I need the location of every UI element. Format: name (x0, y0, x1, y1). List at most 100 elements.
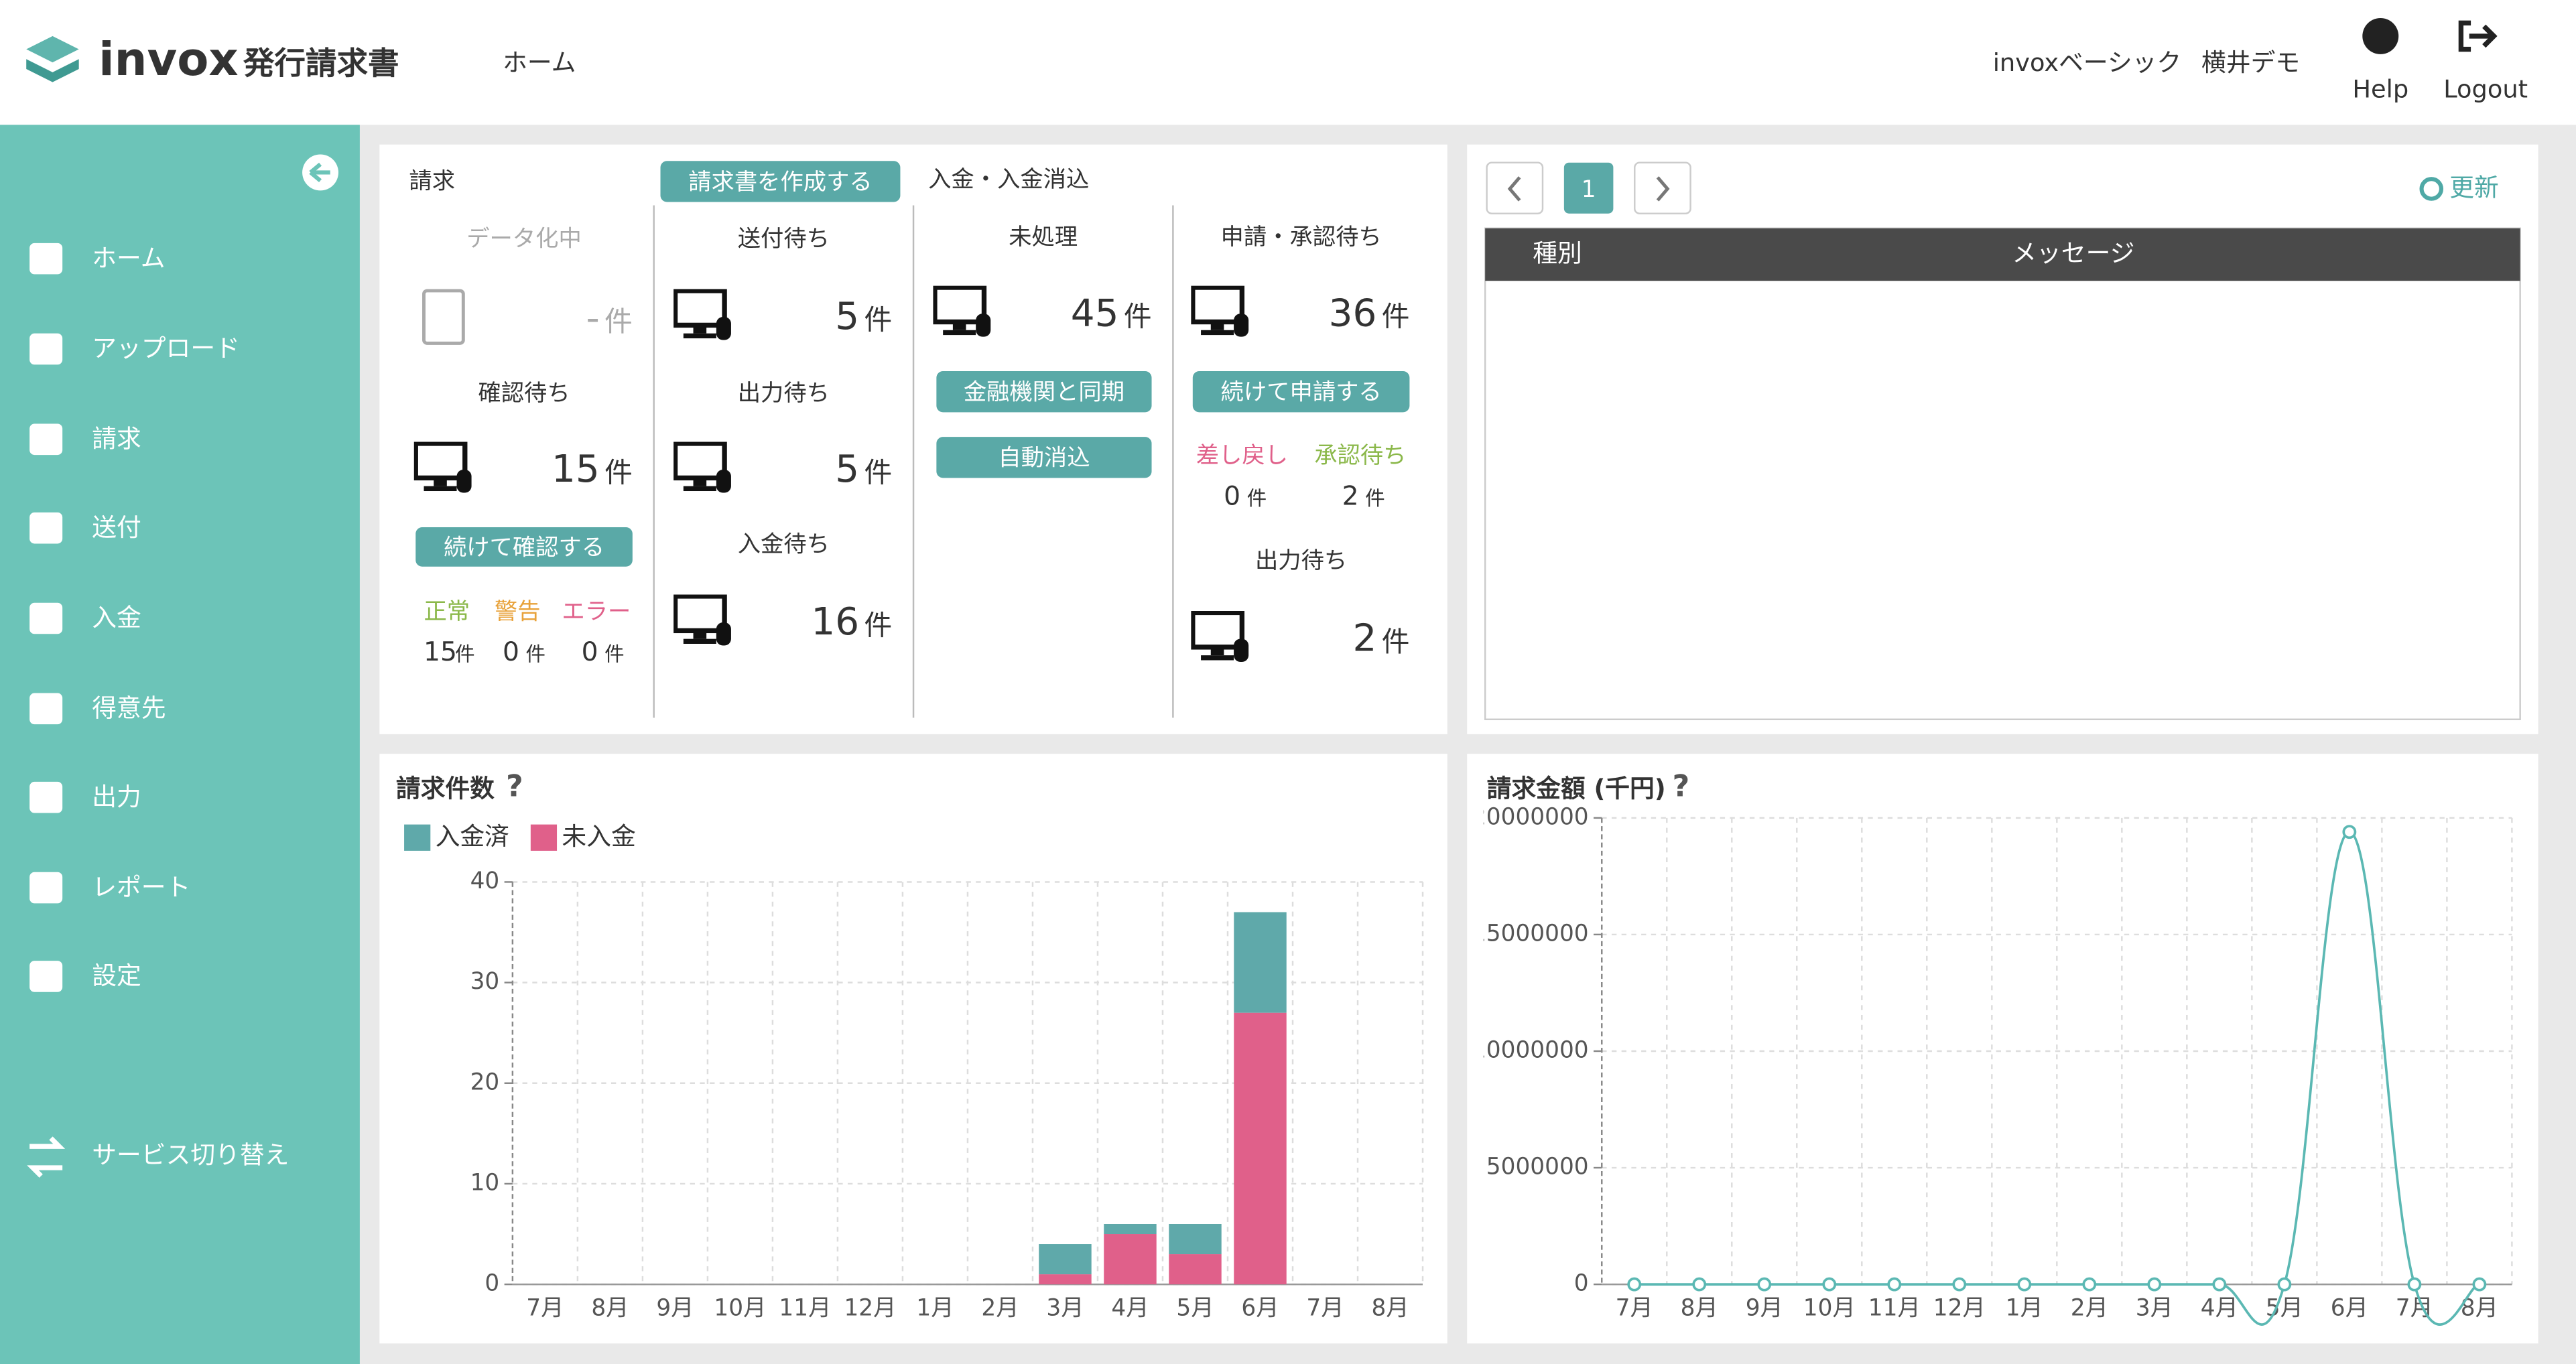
x-tick-label: 5月 (1176, 1294, 1214, 1321)
point (1887, 1277, 1902, 1292)
label: 出力待ち (738, 380, 830, 407)
x-tick-label: 10月 (714, 1294, 766, 1321)
x-tick-label: 4月 (2201, 1294, 2238, 1321)
user: 横井デモ (2201, 48, 2300, 77)
nav-item[interactable]: 得意先 (92, 694, 166, 723)
x-tick-label: 2月 (981, 1294, 1019, 1321)
label: 15 (424, 637, 457, 667)
y-tick-label: 0 (1574, 1270, 1589, 1297)
confirm-button-label[interactable]: 続けて確認する (444, 534, 604, 561)
page-number: 1 (1582, 176, 1596, 203)
nav-item[interactable]: サービス切り替え (92, 1140, 289, 1169)
count: 45 (1071, 291, 1119, 335)
nav-item[interactable]: ホーム (92, 244, 165, 273)
logo: invox (99, 33, 239, 86)
nav-icon (29, 781, 63, 813)
label: 正常 (424, 598, 470, 625)
x-tick-label: 7月 (526, 1294, 564, 1321)
amount-chart-panel (1467, 754, 2538, 1344)
nav-link[interactable]: ホーム (503, 48, 576, 77)
x-tick-label: 9月 (656, 1294, 694, 1321)
pager-current[interactable] (1563, 162, 1614, 214)
nav-item[interactable]: 請求 (92, 425, 141, 454)
sync-button-label[interactable]: 金融機関と同期 (964, 379, 1124, 406)
section-title: 入金・入金消込 (928, 166, 1089, 193)
create-button-label[interactable]: 請求書を作成する (688, 169, 873, 196)
point (1627, 1277, 1642, 1292)
point (2082, 1277, 2097, 1292)
label: 確認待ち (478, 380, 570, 407)
point (2472, 1277, 2487, 1292)
nav-item[interactable]: 設定 (92, 961, 141, 990)
bar-segment (1039, 1244, 1092, 1275)
count: 36 (1329, 291, 1377, 335)
y-tick-label: 20 (470, 1069, 500, 1095)
auto-button[interactable] (936, 437, 1152, 478)
nav-item[interactable]: 出力 (92, 782, 141, 811)
x-tick-label: 6月 (1241, 1294, 1279, 1321)
create-button[interactable] (660, 161, 901, 202)
section-title: 請求 (409, 168, 455, 195)
unit: 件 (525, 643, 545, 666)
unit: 件 (455, 643, 474, 666)
bar-segment (1169, 1254, 1222, 1285)
x-tick-label: 11月 (779, 1294, 831, 1321)
pager-button[interactable] (1486, 161, 1544, 214)
dividers (653, 205, 1174, 718)
x-tick-label: 8月 (591, 1294, 629, 1321)
help-icon[interactable] (2362, 17, 2399, 54)
legend-label: 入金済 (436, 822, 509, 851)
nav-item[interactable]: アップロード (92, 334, 240, 363)
message-table-header (1485, 228, 2520, 281)
count: 2 (1353, 617, 1377, 661)
pager-arrow (1656, 176, 1670, 202)
message-table (1484, 227, 2521, 720)
product-name: 発行請求書 (243, 46, 399, 82)
label: 警告 (495, 598, 541, 625)
x-tick-label: 12月 (844, 1294, 896, 1321)
refresh-link[interactable]: 更新 (2449, 173, 2499, 202)
nav-icon (29, 333, 63, 365)
point (1692, 1277, 1707, 1292)
x-tick-label: 7月 (1306, 1294, 1344, 1321)
collapse-arrow (309, 162, 330, 183)
x-tick-label: 12月 (1933, 1294, 1986, 1321)
point (2212, 1277, 2227, 1292)
point (2342, 825, 2357, 839)
apply-button-label[interactable]: 続けて申請する (1221, 379, 1382, 406)
unit: 件 (604, 305, 633, 338)
label: 出力待ち (1255, 547, 1347, 574)
logout-link[interactable]: Logout (2443, 74, 2528, 103)
point (2407, 1277, 2422, 1292)
nav-item[interactable]: 入金 (92, 604, 141, 632)
point (1757, 1277, 1772, 1292)
column-header: 種別 (1533, 238, 1582, 267)
bar-segment (1104, 1234, 1157, 1285)
confirm-button[interactable] (415, 527, 633, 567)
nav-item[interactable]: 送付 (92, 513, 141, 542)
nav-icon (29, 243, 63, 275)
help-mark[interactable]: ? (506, 770, 523, 804)
point (2017, 1277, 2032, 1292)
sync-button[interactable] (936, 371, 1152, 413)
column-header: メッセージ (2012, 238, 2134, 267)
x-tick-label: 9月 (1746, 1294, 1783, 1321)
count: 16 (811, 600, 859, 644)
label: データ化中 (466, 225, 582, 252)
apply-button[interactable] (1192, 371, 1410, 413)
y-tick-label: 20000000 (1472, 803, 1589, 830)
y-tick-label: 40 (470, 868, 500, 894)
logout-icon[interactable] (2458, 20, 2498, 52)
point (1952, 1277, 1967, 1292)
pager-button[interactable] (1634, 161, 1691, 214)
help-link[interactable]: Help (2352, 74, 2408, 103)
nav-item[interactable]: レポート (92, 873, 190, 902)
x-tick-label: 8月 (1371, 1294, 1409, 1321)
auto-button-label[interactable]: 自動消込 (998, 445, 1090, 472)
pager-arrow (1507, 176, 1521, 202)
x-tick-label: 1月 (2006, 1294, 2043, 1321)
help-mark[interactable]: ? (1673, 770, 1690, 804)
nav-icon (29, 512, 63, 544)
label: 差し戻し (1196, 442, 1288, 469)
